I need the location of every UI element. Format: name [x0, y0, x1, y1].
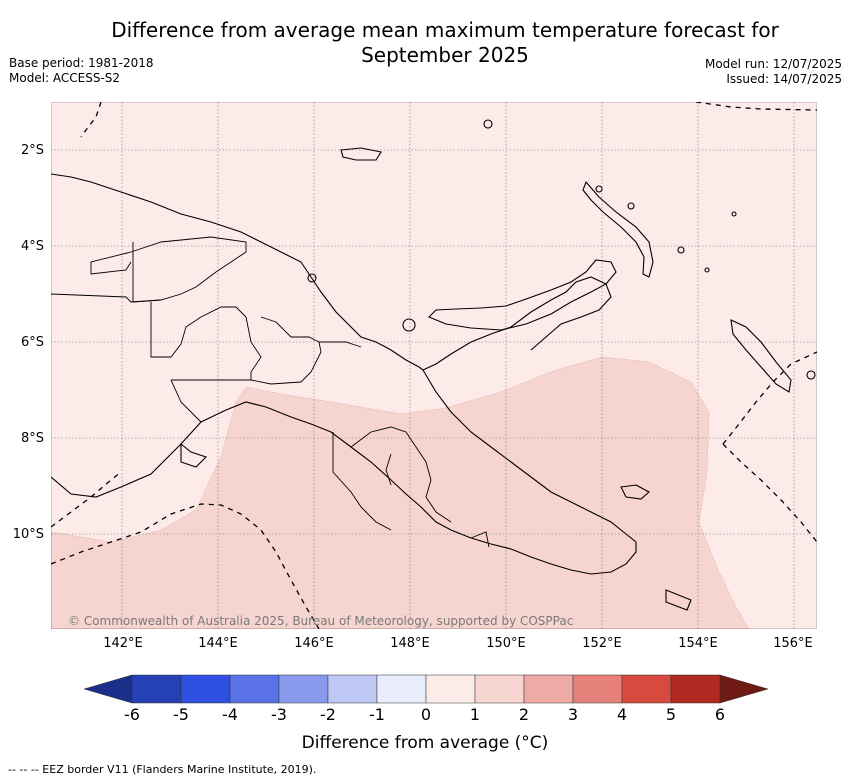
- lon-label-156e: 156°E: [773, 636, 813, 651]
- colorbar-bin: [572, 674, 623, 704]
- lon-label-142e: 142°E: [103, 636, 143, 651]
- colorbar-tick: 0: [420, 705, 432, 724]
- colorbar-bin: [425, 674, 476, 704]
- colorbar-high-arrow: [719, 674, 768, 704]
- colorbar-bin: [278, 674, 329, 704]
- meta-left: Base period: 1981-2018 Model: ACCESS-S2: [9, 56, 154, 86]
- colorbar-bin: [229, 674, 280, 704]
- colorbar-tick: 2: [518, 705, 530, 724]
- colorbar-tick: 1: [469, 705, 481, 724]
- base-period: Base period: 1981-2018: [9, 56, 154, 70]
- colorbar-tick: -5: [173, 705, 189, 724]
- lon-label-146e: 146°E: [294, 636, 334, 651]
- colorbar-bin: [523, 674, 574, 704]
- lat-label-2s: 2°S: [20, 143, 44, 158]
- colorbar-bin: [670, 674, 721, 704]
- issued-date: Issued: 14/07/2025: [726, 72, 842, 86]
- lat-label-4s: 4°S: [20, 239, 44, 254]
- colorbar-bin: [474, 674, 525, 704]
- colorbar-tick: 6: [714, 705, 726, 724]
- colorbar-tick: 5: [665, 705, 677, 724]
- colorbar-tick: -2: [320, 705, 336, 724]
- meta-right: Model run: 12/07/2025 Issued: 14/07/2025: [705, 57, 842, 87]
- colorbar-tick: 3: [567, 705, 579, 724]
- eez-borders: [51, 102, 817, 629]
- colorbar: [84, 674, 768, 704]
- colorbar-tick: -6: [124, 705, 140, 724]
- eez-footnote: -- -- -- EEZ border V11 (Flanders Marine…: [8, 763, 317, 776]
- provincial-borders: [51, 236, 490, 548]
- colorbar-low-arrow: [84, 674, 133, 704]
- forecast-map: [51, 102, 817, 629]
- map-credit: © Commonwealth of Australia 2025, Bureau…: [68, 614, 574, 628]
- lat-label-8s: 8°S: [20, 431, 44, 446]
- lat-label-10s: 10°S: [12, 527, 44, 542]
- colorbar-tick: -1: [369, 705, 385, 724]
- colorbar-bin: [621, 674, 672, 704]
- colorbar-tick: -3: [271, 705, 287, 724]
- colorbar-bin: [327, 674, 378, 704]
- model-run: Model run: 12/07/2025: [704, 57, 842, 71]
- lon-label-152e: 152°E: [582, 636, 622, 651]
- colorbar-tick: -4: [222, 705, 238, 724]
- colorbar-bin: [180, 674, 231, 704]
- colorbar-bin: [376, 674, 427, 704]
- lon-label-144e: 144°E: [198, 636, 238, 651]
- lon-label-150e: 150°E: [486, 636, 526, 651]
- anomaly-1-2-region: [51, 356, 750, 629]
- model-name: Model: ACCESS-S2: [9, 71, 121, 85]
- colorbar-tick: 4: [616, 705, 628, 724]
- lon-label-154e: 154°E: [678, 636, 718, 651]
- chart-title: Difference from average mean maximum tem…: [111, 18, 779, 67]
- colorbar-title: Difference from average (°C): [301, 733, 549, 753]
- lat-label-6s: 6°S: [20, 335, 44, 350]
- colorbar-bin: [131, 674, 182, 704]
- lon-label-148e: 148°E: [390, 636, 430, 651]
- map-frame: [51, 102, 817, 629]
- coastlines: [51, 119, 816, 611]
